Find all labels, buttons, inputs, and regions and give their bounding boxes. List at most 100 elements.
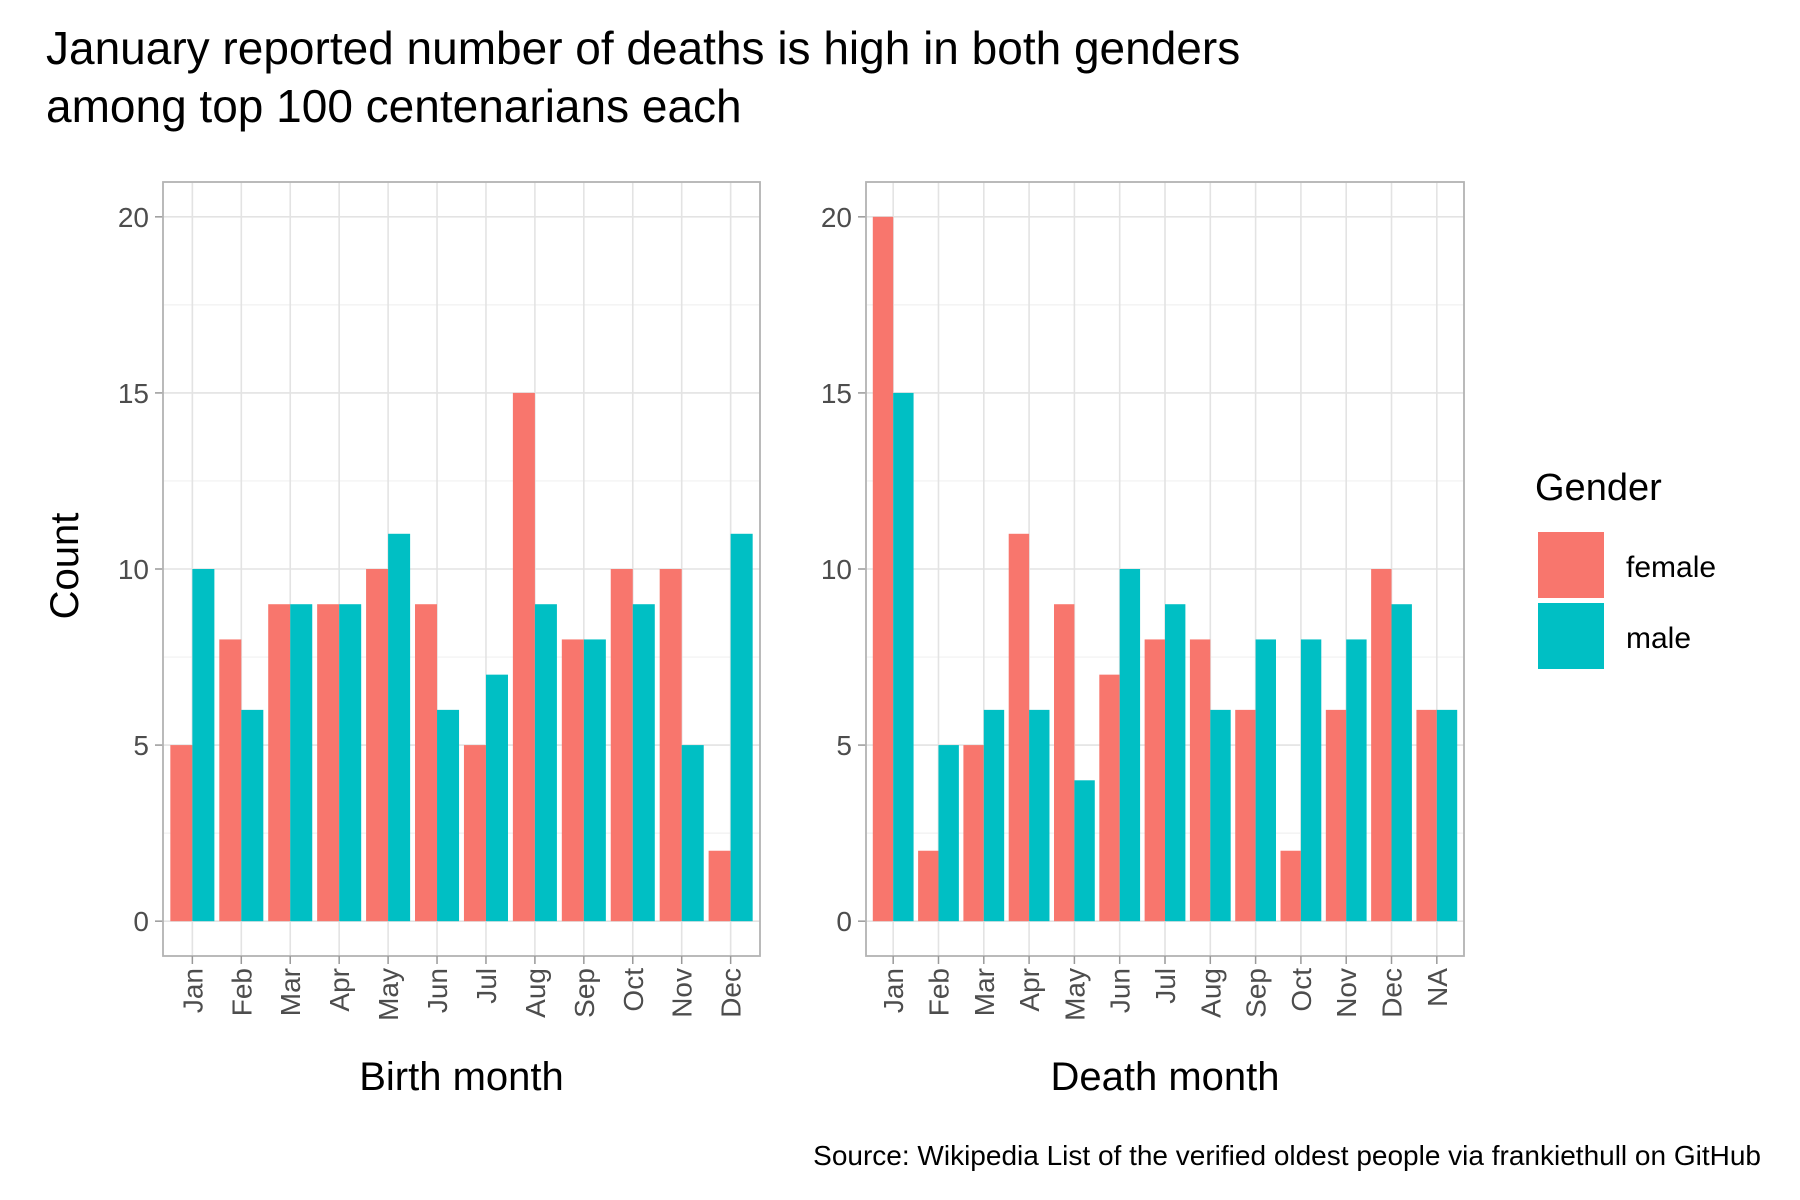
bar-female <box>366 569 389 922</box>
legend-label-female: female <box>1626 551 1716 584</box>
x-tick-label: Nov <box>1331 968 1362 1018</box>
bar-male <box>1029 709 1050 922</box>
x-tick-label: Mar <box>969 968 1000 1016</box>
bar-male <box>1391 604 1412 922</box>
x-tick-label: Mar <box>275 968 306 1016</box>
bar-female <box>872 216 894 922</box>
x-tick-label: Jun <box>422 968 453 1013</box>
bar-male <box>681 745 704 922</box>
x-tick-label: Aug <box>1195 968 1226 1018</box>
x-tick-label: Nov <box>667 968 698 1018</box>
bar-female <box>170 745 193 922</box>
x-tick-label: Sep <box>1241 968 1272 1018</box>
x-tick-label: Dec <box>1377 968 1408 1018</box>
x-tick-label: Jul <box>471 968 502 1004</box>
bar-female <box>1144 639 1165 922</box>
y-tick-label: 0 <box>133 906 149 937</box>
bar-female <box>918 850 939 922</box>
bar-female <box>1099 674 1120 922</box>
bar-female <box>1235 709 1256 922</box>
x-tick-label: Feb <box>923 968 954 1016</box>
y-tick-label: 5 <box>133 730 149 761</box>
x-tick-label: May <box>373 968 404 1021</box>
bar-male <box>1074 780 1095 922</box>
x-tick-label: Sep <box>569 968 600 1018</box>
bar-female <box>963 745 984 922</box>
bar-male <box>290 604 313 922</box>
bar-male <box>632 604 655 922</box>
bar-female <box>659 569 682 922</box>
bar-male <box>1255 639 1276 922</box>
x-tick-label: Oct <box>1286 968 1317 1012</box>
bar-male <box>241 709 264 922</box>
bar-male <box>1436 709 1458 922</box>
bar-female <box>1054 604 1075 922</box>
y-tick-label: 20 <box>821 202 852 233</box>
bar-male <box>893 392 914 922</box>
bar-female <box>317 604 340 922</box>
chart-title-line-1: January reported number of deaths is hig… <box>46 22 1240 74</box>
bar-female <box>512 392 535 922</box>
y-tick-label: 15 <box>821 378 852 409</box>
bar-male <box>437 709 460 922</box>
x-tick-label: Jul <box>1150 968 1181 1004</box>
bar-male <box>1300 639 1322 922</box>
bar-male <box>730 533 753 922</box>
bar-female <box>1280 850 1301 922</box>
bar-male <box>983 709 1005 922</box>
bar-female <box>1189 639 1211 922</box>
y-tick-label: 0 <box>836 906 852 937</box>
y-tick-label: 20 <box>118 202 149 233</box>
x-tick-label: Jan <box>878 968 909 1013</box>
bar-male <box>938 745 959 922</box>
x-axis-title: Birth month <box>359 1055 564 1099</box>
bar-female <box>219 639 242 922</box>
x-tick-label: May <box>1059 968 1090 1021</box>
x-tick-label: Oct <box>618 968 649 1012</box>
y-tick-label: 10 <box>118 554 149 585</box>
chart-title-line-2: among top 100 centenarians each <box>46 80 742 132</box>
bar-male <box>388 533 411 922</box>
x-tick-label: Aug <box>520 968 551 1018</box>
legend-title: Gender <box>1535 467 1662 509</box>
bar-female <box>610 569 633 922</box>
bar-male <box>1119 569 1141 922</box>
bar-female <box>463 745 486 922</box>
x-tick-label: Apr <box>1014 968 1045 1012</box>
x-tick-label: Feb <box>226 968 257 1016</box>
y-tick-label: 15 <box>118 378 149 409</box>
bar-male <box>534 604 557 922</box>
y-tick-label: 10 <box>821 554 852 585</box>
bar-female <box>415 604 438 922</box>
x-tick-label: Jan <box>177 968 208 1013</box>
legend-key-male <box>1538 603 1604 669</box>
y-tick-label: 5 <box>836 730 852 761</box>
bar-female <box>1325 709 1347 922</box>
bar-male <box>1210 709 1231 922</box>
x-tick-label: NA <box>1422 968 1453 1007</box>
bar-male <box>339 604 362 922</box>
legend: Gender female male <box>1535 467 1716 669</box>
panel-border <box>162 181 761 957</box>
bar-male <box>485 674 508 922</box>
bar-female <box>268 604 291 922</box>
x-tick-label: Jun <box>1105 968 1136 1013</box>
y-axis-title: Count <box>43 513 87 620</box>
x-tick-label: Dec <box>716 968 747 1018</box>
bar-female <box>708 850 731 922</box>
x-tick-label: Apr <box>324 968 355 1012</box>
bar-female <box>561 639 584 922</box>
birth-month-panel: 0 5 10 15 20 Jan Feb Mar Apr May Jun Jul Aug Sep Oct No… <box>118 181 761 1099</box>
chart-caption: Source: Wikipedia List of the verified o… <box>813 1140 1761 1171</box>
bar-female <box>1008 533 1030 922</box>
bar-male <box>1165 604 1186 922</box>
x-axis-title: Death month <box>1050 1055 1279 1099</box>
bar-male <box>192 569 215 922</box>
bar-male <box>583 639 606 922</box>
legend-key-female <box>1538 532 1604 598</box>
bar-female <box>1371 569 1392 922</box>
death-month-panel: 0 5 10 15 20 Jan Feb Mar Apr May Jun Jul Aug Sep Oct No… <box>821 181 1465 1099</box>
legend-label-male: male <box>1626 622 1691 655</box>
